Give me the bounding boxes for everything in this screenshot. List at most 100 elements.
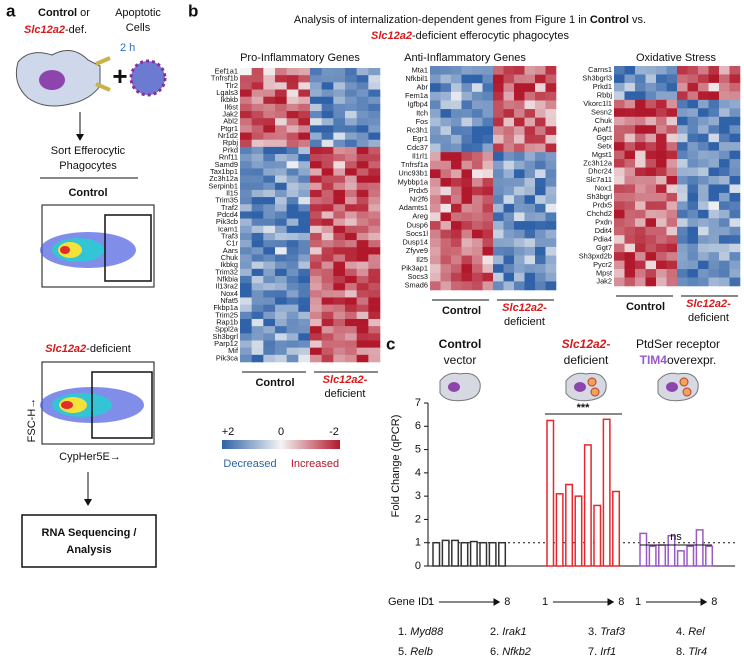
bar [451, 539, 460, 567]
heatmap-cell [240, 254, 252, 262]
heatmap-cell [482, 134, 494, 144]
heatmap-cell [514, 134, 525, 144]
heatmap-cell [263, 311, 276, 320]
gene-legend: 7. Irf1 [588, 646, 616, 658]
heatmap-cell [503, 229, 515, 239]
heatmap-cell [430, 186, 441, 196]
gene-name: Tlr4 [688, 646, 707, 658]
heatmap-cell [545, 117, 557, 127]
heatmap-cell [677, 99, 688, 109]
heatmap-cell [535, 229, 546, 239]
heatmap-cell [345, 268, 357, 277]
heatmap-cell [240, 304, 252, 313]
heatmap-cell [614, 277, 625, 287]
heatmap-cell [240, 204, 252, 212]
heatmap-cell [656, 82, 667, 92]
heatmap-cell [451, 281, 462, 291]
heatmap-cell [677, 243, 688, 253]
text: Analysis [66, 544, 111, 556]
heatmap-cell [729, 167, 741, 177]
heatmap-cell [440, 160, 452, 170]
heatmap-cell [356, 275, 369, 284]
heatmap-cell [624, 116, 636, 126]
heatmap-cell [472, 83, 483, 93]
heatmap-cell [524, 134, 536, 144]
heatmap-cell [666, 192, 678, 202]
heatmap-cell [275, 275, 287, 284]
heatmap-cell [614, 99, 625, 109]
heatmap-cell [286, 82, 299, 90]
heatmap-cell [240, 82, 252, 90]
heatmap-cell [286, 225, 299, 234]
gene-label: Pik3cb [216, 217, 238, 226]
heatmap-cell [298, 283, 311, 291]
heatmap-cell [368, 146, 381, 155]
heatmap-cell [524, 186, 536, 196]
heatmap-cell [545, 152, 557, 162]
heatmap-cell [614, 108, 625, 118]
heatmap-cell [545, 212, 557, 222]
heatmap-cell [310, 283, 322, 291]
heatmap-cell [666, 108, 678, 118]
gene-label: Prkd1 [593, 82, 612, 91]
heatmap-cell [656, 150, 667, 160]
heatmap-cell [310, 347, 322, 356]
heatmap-cell [275, 139, 287, 148]
heatmap-cell [545, 255, 557, 265]
heatmap-cell [440, 255, 452, 265]
text: Slc12a2-deficient [45, 343, 131, 355]
heatmap-cell [472, 100, 483, 110]
heatmap-cell [624, 99, 636, 109]
heatmap-cell [310, 175, 322, 184]
heatmap-cell [310, 182, 322, 191]
heatmap-cell [614, 125, 625, 134]
heatmap-cell [545, 143, 557, 153]
heatmap-cell [263, 283, 276, 291]
panel-label: c [386, 334, 395, 353]
gene-label: Rpbj [223, 138, 239, 147]
heatmap-cell [482, 74, 494, 84]
heatmap-cell [275, 218, 287, 227]
heatmap-cell [451, 238, 462, 248]
heatmap-cell [461, 246, 473, 256]
heatmap-cell [645, 91, 657, 101]
heatmap-cell [356, 354, 369, 363]
heatmap-cell [729, 150, 741, 160]
heatmap-cell [368, 139, 381, 148]
heatmap-cell [687, 243, 699, 253]
gene-label: Fos [416, 117, 429, 126]
heatmap-cell [698, 133, 709, 143]
heatmap-cell [263, 154, 276, 162]
apoptotic-body [679, 377, 689, 387]
gene-label: Mybbp1a [398, 177, 429, 186]
heatmap-cell [240, 125, 252, 133]
heatmap-cell [333, 247, 346, 255]
heatmap-cell [263, 68, 276, 76]
heatmap-cell [251, 340, 264, 348]
heatmap-cell [503, 134, 515, 144]
heatmap-cell [298, 254, 311, 262]
heatmap-cell [345, 175, 357, 184]
bar [612, 490, 621, 567]
heatmap-cell [251, 333, 264, 341]
heatmap-cell [333, 154, 346, 162]
heatmap-cell [275, 254, 287, 262]
heatmap-cell [240, 225, 252, 234]
heatmap-cell [240, 175, 252, 184]
gene-label: Mta1 [412, 65, 428, 74]
heatmap-cell [545, 83, 557, 93]
heatmap-cell [321, 240, 334, 248]
heatmap-cell [263, 225, 276, 234]
heatmap-cell [687, 201, 699, 211]
heatmap-cell [719, 252, 730, 261]
heatmap-cell [368, 125, 381, 133]
heatmap-cell [482, 143, 494, 153]
y-tick-label: 6 [415, 420, 421, 432]
heatmap-cell [345, 182, 357, 191]
gene-name: Irak1 [502, 626, 526, 638]
heatmap-cell [298, 326, 311, 334]
heatmap-cell [472, 246, 483, 256]
heatmap-cell [493, 186, 504, 196]
heatmap-cell [321, 75, 334, 83]
heatmap-cell [298, 161, 311, 169]
